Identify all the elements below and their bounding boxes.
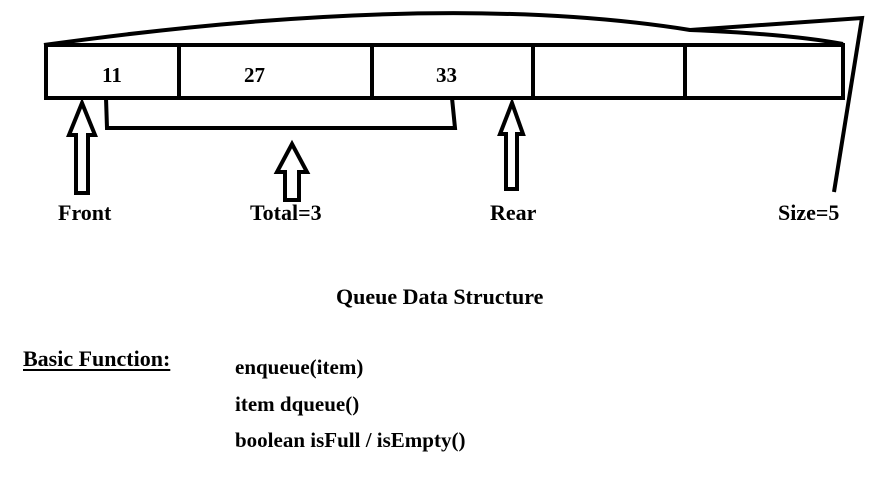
front-arrow-icon (66, 97, 98, 195)
size-brace (43, 11, 865, 193)
total-bracket (104, 97, 458, 130)
function-item: enqueue(item) (235, 355, 364, 379)
function-item: item dqueue() (235, 392, 360, 416)
size-brace-end (689, 28, 844, 46)
basic-function-heading: Basic Function: (23, 346, 171, 371)
total-arrow-icon (273, 139, 311, 202)
size-label: Size=5 (778, 200, 840, 225)
total-label: Total=3 (250, 200, 322, 225)
queue-cell-value: 11 (102, 63, 122, 87)
queue-box (44, 43, 845, 100)
diagram-title: Queue Data Structure (336, 284, 544, 309)
function-item: boolean isFull / isEmpty() (235, 428, 466, 452)
queue-cell-value: 27 (244, 63, 265, 87)
rear-label: Rear (490, 200, 537, 225)
queue-cell-value: 33 (436, 63, 457, 87)
rear-arrow-icon (497, 97, 526, 191)
front-label: Front (58, 200, 112, 225)
